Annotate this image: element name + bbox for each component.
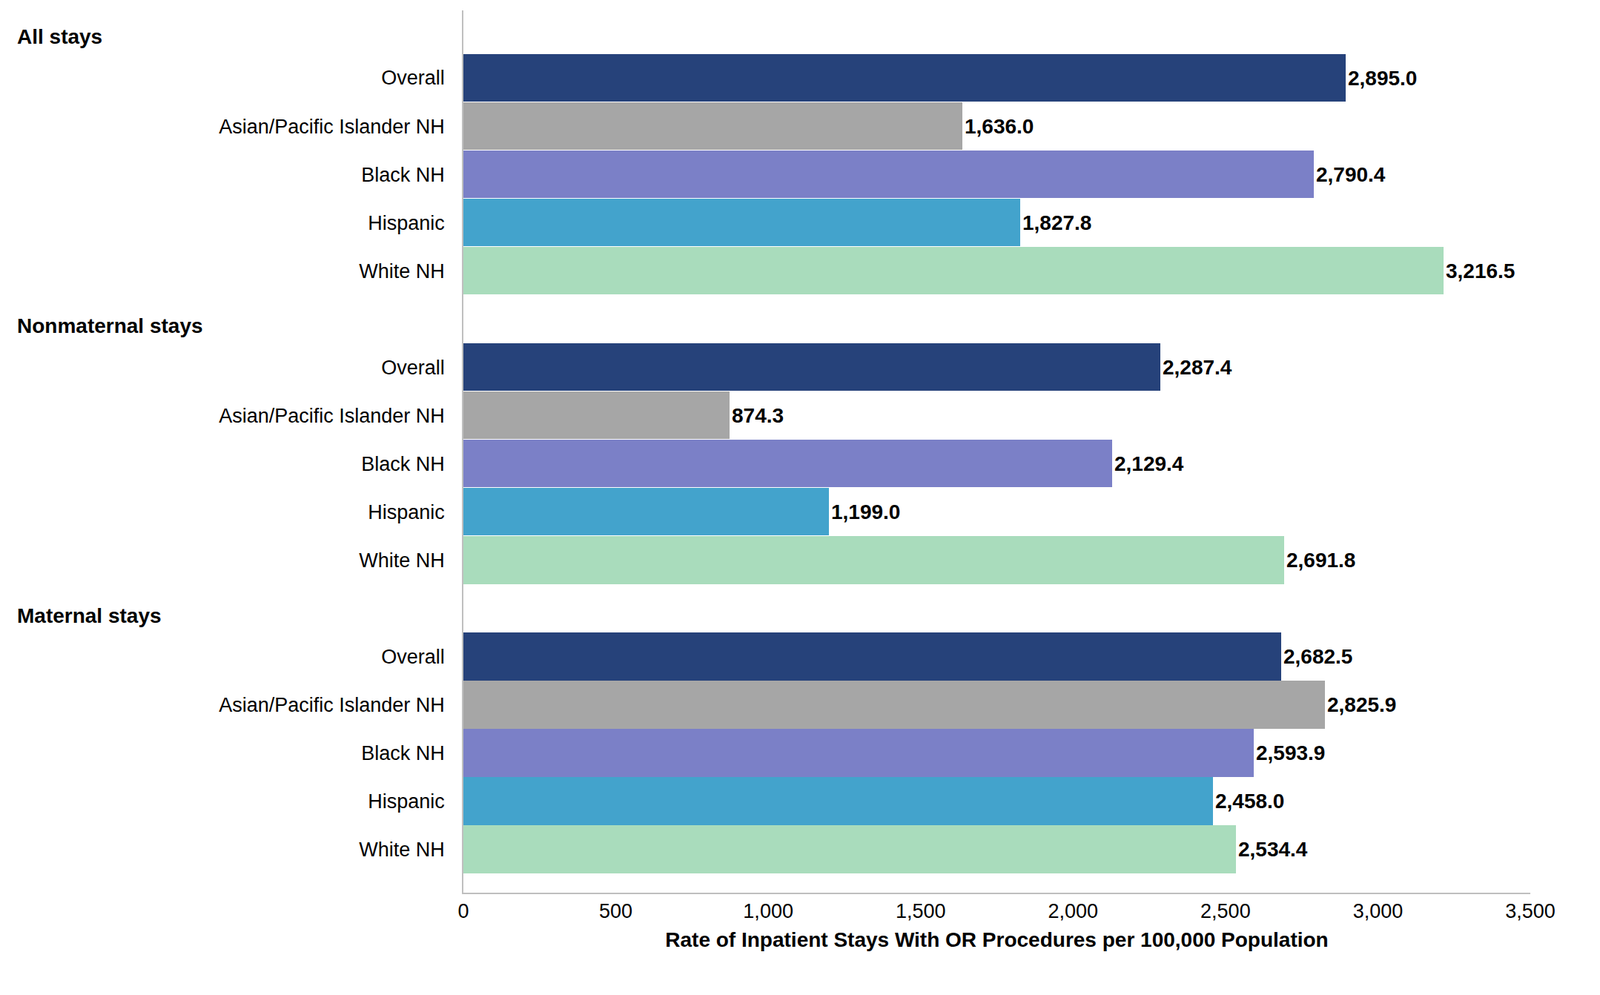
svg-text:Maternal stays: Maternal stays	[17, 604, 162, 628]
svg-text:Overall: Overall	[381, 645, 445, 669]
svg-text:1,500: 1,500	[895, 900, 947, 923]
svg-text:3,216.5: 3,216.5	[1445, 259, 1515, 283]
svg-text:2,691.8: 2,691.8	[1286, 548, 1356, 572]
svg-text:3,500: 3,500	[1505, 900, 1556, 923]
svg-text:2,500: 2,500	[1200, 900, 1251, 923]
svg-text:1,199.0: 1,199.0	[831, 500, 901, 524]
svg-text:2,682.5: 2,682.5	[1283, 645, 1353, 669]
svg-text:Hispanic: Hispanic	[367, 790, 445, 813]
svg-text:Hispanic: Hispanic	[367, 212, 445, 235]
svg-text:Asian/Pacific Islander NH: Asian/Pacific Islander NH	[218, 404, 445, 428]
svg-text:2,790.4: 2,790.4	[1316, 163, 1386, 187]
svg-text:1,636.0: 1,636.0	[964, 114, 1034, 138]
svg-text:Hispanic: Hispanic	[367, 501, 445, 524]
svg-text:Asian/Pacific Islander NH: Asian/Pacific Islander NH	[218, 115, 445, 138]
svg-text:1,827.8: 1,827.8	[1022, 211, 1092, 235]
svg-text:2,287.4: 2,287.4	[1162, 355, 1233, 379]
svg-text:White NH: White NH	[358, 838, 445, 861]
svg-text:2,593.9: 2,593.9	[1255, 741, 1325, 765]
svg-text:Black NH: Black NH	[361, 163, 445, 187]
svg-text:500: 500	[599, 900, 633, 923]
svg-text:Nonmaternal stays: Nonmaternal stays	[17, 314, 204, 338]
svg-text:2,458.0: 2,458.0	[1215, 789, 1285, 813]
svg-text:2,000: 2,000	[1048, 900, 1099, 923]
svg-text:3,000: 3,000	[1353, 900, 1404, 923]
svg-text:2,825.9: 2,825.9	[1327, 693, 1397, 717]
svg-text:1,000: 1,000	[742, 900, 794, 923]
svg-text:White NH: White NH	[358, 260, 445, 283]
svg-text:2,895.0: 2,895.0	[1347, 66, 1417, 90]
svg-text:0: 0	[457, 900, 469, 923]
svg-text:2,129.4: 2,129.4	[1114, 452, 1185, 476]
svg-text:Rate of Inpatient Stays With O: Rate of Inpatient Stays With OR Procedur…	[665, 928, 1328, 952]
svg-text:White NH: White NH	[358, 549, 445, 572]
svg-text:2,534.4: 2,534.4	[1238, 837, 1308, 861]
svg-text:Black NH: Black NH	[361, 453, 445, 476]
svg-text:Black NH: Black NH	[361, 742, 445, 765]
svg-text:All stays: All stays	[17, 25, 103, 49]
svg-text:Overall: Overall	[381, 356, 445, 379]
svg-text:Overall: Overall	[381, 66, 445, 89]
svg-text:Asian/Pacific Islander NH: Asian/Pacific Islander NH	[218, 693, 445, 717]
svg-text:874.3: 874.3	[731, 404, 784, 428]
